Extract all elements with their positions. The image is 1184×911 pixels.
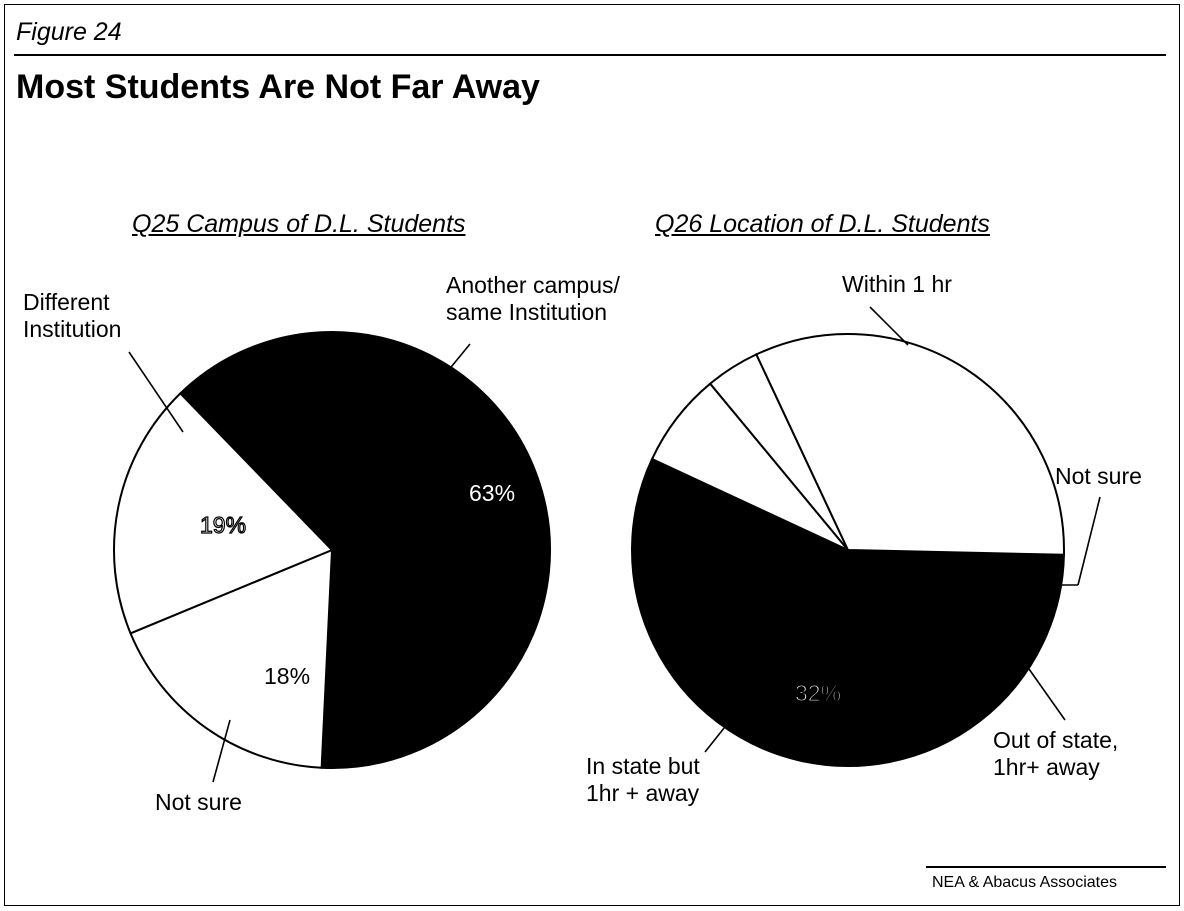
- leader-line-0-0-0: [437, 343, 471, 384]
- slice-category-label-1-2: Out of state, 1hr+ away: [993, 727, 1118, 780]
- slice-category-label-0-1: Not sure: [155, 789, 242, 815]
- slice-category-label-0-0: Another campus/same Institution: [446, 272, 620, 325]
- slice-pct-label-0-0: 63%: [469, 480, 515, 506]
- slice-category-label-0-2: Different Institution: [23, 289, 121, 342]
- label-line: 1hr+ away: [993, 754, 1100, 780]
- leader-line-1-1-1: [1077, 496, 1101, 586]
- label-line: same Institution: [446, 299, 607, 325]
- label-line: Within 1 hr: [842, 271, 952, 297]
- label-line: Another campus/: [446, 272, 620, 298]
- leader-line-0-1-0: [212, 719, 231, 783]
- leader-line-0-2-0: [128, 351, 184, 433]
- slice-pct-label-1-1: 7%: [968, 567, 1001, 593]
- slice-pct-label-0-2: 19%: [200, 512, 246, 538]
- label-line: Different: [23, 289, 110, 315]
- pie-slice-1-3: [755, 333, 1065, 556]
- pie-slice-0-1: [129, 548, 334, 769]
- slice-pct-label-1-0: 56%: [808, 398, 854, 424]
- leader-line-1-2-0: [1016, 651, 1066, 721]
- label-line: Institution: [23, 316, 121, 342]
- figure-label: Figure 24: [16, 18, 122, 46]
- title-divider: [14, 54, 1166, 56]
- figure-frame: [4, 4, 1180, 906]
- chart-title-q26: Q26 Location of D.L. Students: [655, 210, 990, 238]
- leader-line-1-3-0: [704, 707, 741, 753]
- label-line: 1hr + away: [586, 780, 700, 806]
- slice-category-label-1-1: Not sure: [1055, 463, 1142, 489]
- pie-slice-0-2: [113, 391, 334, 635]
- chart-title-q25: Q25 Campus of D.L. Students: [132, 210, 466, 238]
- label-line: Out of state,: [993, 727, 1118, 753]
- label-line: Not sure: [155, 789, 242, 815]
- label-line: Not sure: [1055, 463, 1142, 489]
- slice-pct-label-1-3: 32%: [795, 680, 841, 706]
- slice-category-label-1-0: Within 1 hr: [842, 271, 952, 297]
- source-credit: NEA & Abacus Associates: [932, 874, 1117, 891]
- slice-pct-label-0-1: 18%: [264, 663, 310, 689]
- pie-slice-0-0: [178, 331, 552, 769]
- pie-slice-1-0: [631, 457, 1065, 767]
- slice-pct-label-1-2: 4%: [944, 616, 977, 642]
- page-title: Most Students Are Not Far Away: [16, 68, 540, 106]
- leader-line-1-0-0: [869, 306, 909, 346]
- source-divider: [926, 866, 1166, 868]
- slice-category-label-1-3: In state but 1hr + away: [586, 753, 700, 806]
- label-line: In state but: [586, 753, 700, 779]
